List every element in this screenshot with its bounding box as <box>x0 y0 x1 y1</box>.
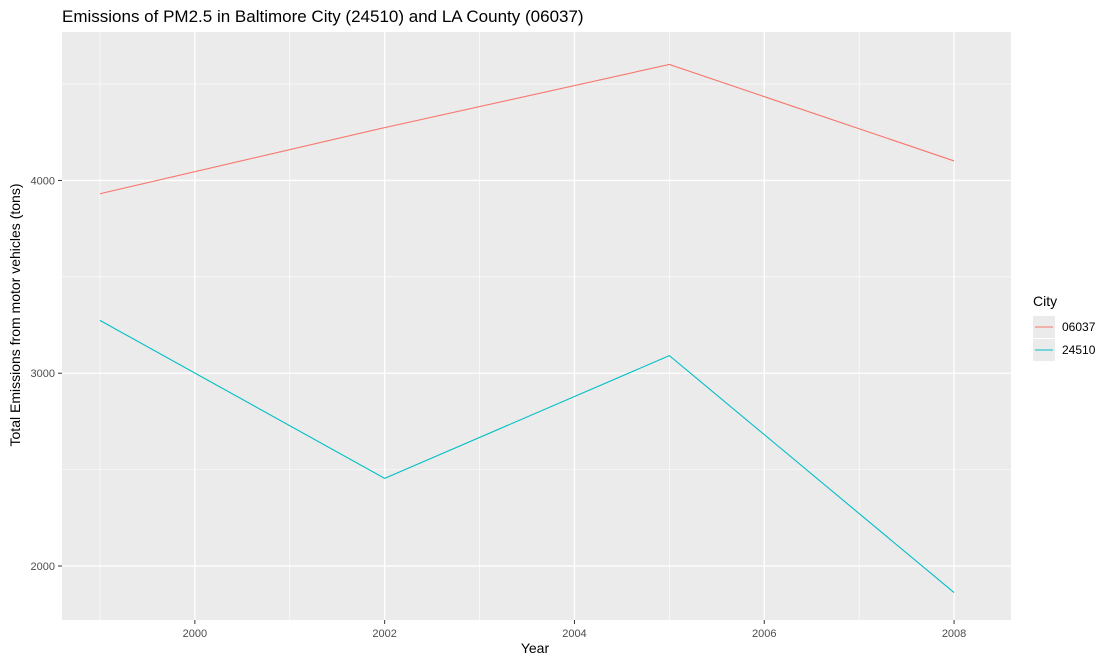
legend-title: City <box>1033 293 1057 309</box>
legend-label-24510: 24510 <box>1062 343 1096 357</box>
series-line-06037 <box>99 63 955 195</box>
chart-title: Emissions of PM2.5 in Baltimore City (24… <box>62 7 584 26</box>
x-tick-label: 2008 <box>942 628 966 640</box>
x-tick-label: 2000 <box>183 628 207 640</box>
x-tick-label: 2006 <box>752 628 776 640</box>
y-axis-title: Total Emissions from motor vehicles (ton… <box>7 184 23 447</box>
plot-panel <box>62 32 1011 620</box>
x-tick-label: 2002 <box>372 628 396 640</box>
y-tick-label: 2000 <box>31 561 55 573</box>
legend-label-06037: 06037 <box>1062 320 1096 334</box>
x-tick-label: 2004 <box>562 628 586 640</box>
x-axis-title: Year <box>521 640 550 656</box>
series-line-24510 <box>99 319 955 593</box>
legend: City 06037 24510 <box>1033 293 1096 361</box>
y-tick-label: 4000 <box>31 175 55 187</box>
y-tick-label: 3000 <box>31 368 55 380</box>
